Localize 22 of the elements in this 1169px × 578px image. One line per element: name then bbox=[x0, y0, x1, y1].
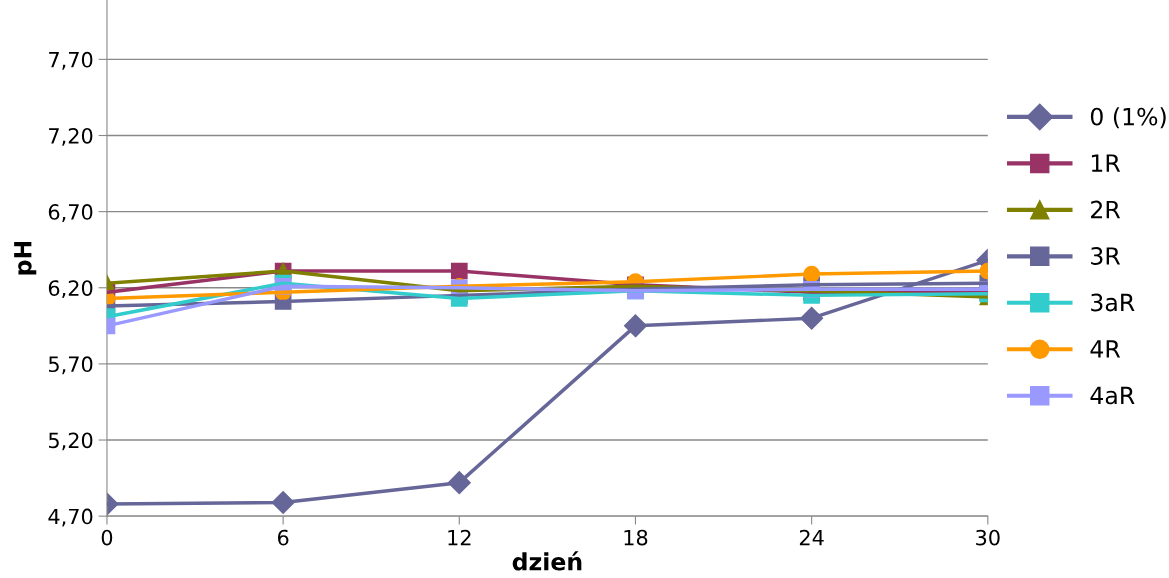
legend-label: 0 (1%) bbox=[1090, 107, 1166, 129]
y-axis-title: pH bbox=[14, 241, 37, 275]
legend-label: 3R bbox=[1091, 247, 1121, 265]
x-axis-title: dzień bbox=[512, 551, 582, 571]
legend-label: 2R bbox=[1091, 200, 1121, 219]
x-tick-label: 24 bbox=[799, 529, 824, 546]
legend-label: 4R bbox=[1090, 340, 1121, 358]
x-tick-label: 0 bbox=[101, 529, 113, 546]
x-tick-label: 18 bbox=[624, 529, 648, 546]
y-tick-label: 5,70 bbox=[48, 356, 93, 375]
y-tick-label: 6,70 bbox=[48, 204, 93, 222]
x-tick-label: 30 bbox=[976, 529, 1000, 546]
y-tick-label: 5,20 bbox=[48, 432, 93, 451]
y-tick-label: 6,20 bbox=[48, 280, 93, 299]
y-tick-label: 7,20 bbox=[49, 127, 93, 146]
legend-label: 1R bbox=[1091, 154, 1121, 172]
legend-label: 3aR bbox=[1091, 293, 1135, 312]
y-tick-label: 7,70 bbox=[49, 51, 93, 70]
legend-label: 4aR bbox=[1090, 386, 1135, 405]
x-tick-label: 12 bbox=[448, 529, 471, 546]
x-tick-label: 6 bbox=[277, 529, 289, 546]
y-tick-label: 4,70 bbox=[48, 508, 93, 527]
